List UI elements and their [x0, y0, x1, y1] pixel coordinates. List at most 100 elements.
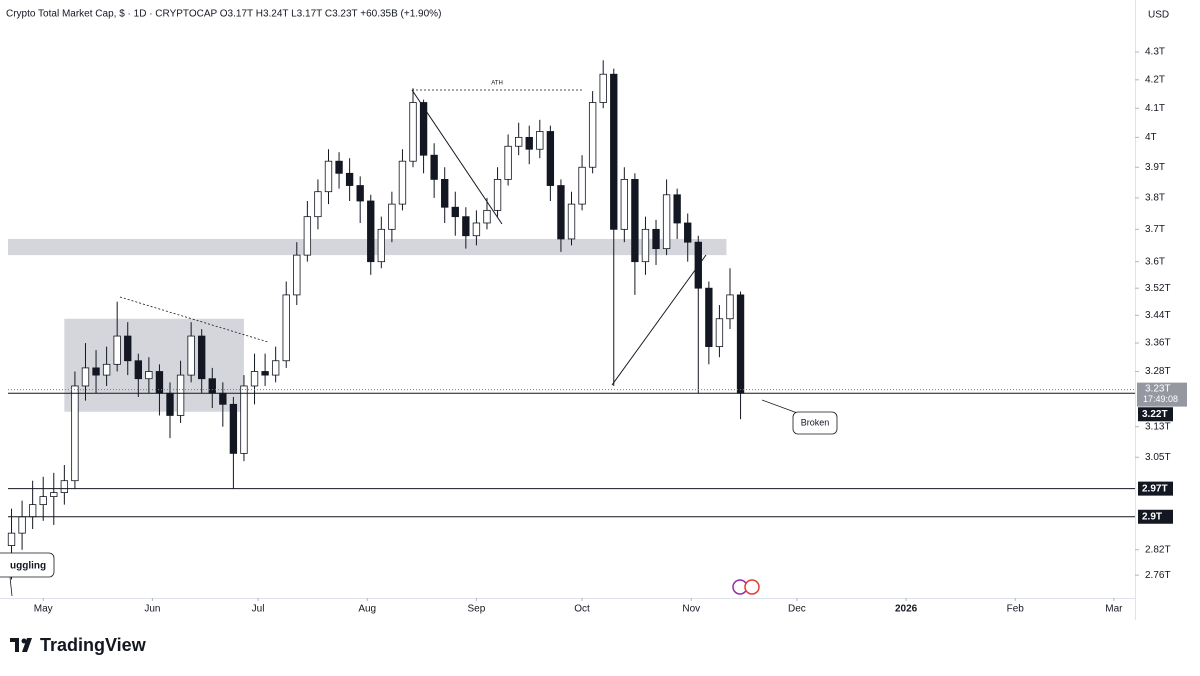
trend-line	[411, 89, 503, 225]
annotation: uggling	[10, 561, 46, 572]
candle-body	[525, 136, 533, 150]
candle-body	[388, 203, 396, 230]
trend-line	[611, 254, 707, 386]
candle-body	[7, 532, 16, 546]
candle-body	[28, 504, 37, 518]
candle-body	[409, 102, 417, 162]
candle-body	[219, 392, 227, 405]
candle-body	[240, 385, 248, 454]
level-label: 2.97T	[1142, 483, 1168, 494]
candle-body	[145, 371, 153, 380]
candle-body	[631, 179, 639, 263]
candle-body	[504, 145, 512, 180]
candle-body	[324, 160, 333, 193]
candle-body	[483, 209, 491, 224]
x-tick-label: Oct	[574, 604, 590, 615]
candle-body	[102, 363, 111, 376]
candle-body	[377, 228, 385, 263]
y-tick-label: 3.8T	[1145, 193, 1165, 204]
y-tick-label: 3.36T	[1145, 338, 1171, 349]
annotation: ATH	[491, 81, 503, 87]
candle-body	[726, 294, 734, 320]
candle-body	[293, 254, 301, 296]
candles	[7, 60, 745, 580]
y-tick-label: 3.6T	[1145, 256, 1165, 267]
callout-pointer	[761, 399, 801, 415]
candle-body	[250, 371, 259, 387]
candle-body	[652, 228, 660, 250]
candle-body	[662, 194, 671, 250]
callout-box	[0, 552, 55, 578]
candle-body	[715, 318, 724, 347]
candle-body	[345, 172, 354, 186]
level-box	[1138, 481, 1173, 496]
candle-body	[208, 378, 216, 394]
candle-body	[356, 185, 364, 202]
y-tick-label: 3.9T	[1145, 162, 1165, 173]
annotation: Broken	[801, 417, 830, 427]
candle-body	[39, 496, 47, 506]
candle-body	[641, 228, 650, 263]
x-tick-label: Sep	[468, 604, 486, 615]
y-tick-label: 4.3T	[1145, 47, 1165, 58]
y-tick-label: 3.05T	[1145, 452, 1171, 463]
y-tick-label: 3.28T	[1145, 366, 1171, 377]
candle-body	[610, 73, 618, 230]
candle-body	[451, 206, 459, 218]
candle-body	[187, 335, 195, 376]
candle-body	[462, 216, 470, 237]
brand-logo: TradingView	[10, 635, 147, 655]
candle-body	[599, 73, 607, 103]
candle-body	[441, 179, 449, 208]
candle-body	[557, 185, 565, 240]
y-tick-label: 4.1T	[1145, 103, 1165, 114]
x-tick-label: Feb	[1007, 604, 1025, 615]
candle-body	[673, 194, 681, 224]
y-tick-label: 3.44T	[1145, 310, 1171, 321]
level-box	[1138, 407, 1173, 422]
candle-body	[303, 216, 312, 256]
candle-body	[567, 203, 576, 240]
candle-body	[536, 131, 544, 150]
last-price-box	[1137, 382, 1187, 407]
candle-body	[229, 403, 238, 454]
y-tick-label: 3.7T	[1145, 224, 1165, 235]
level-label: 3.22T	[1142, 409, 1168, 420]
candle-body	[472, 222, 481, 237]
currency: USD	[1148, 10, 1169, 21]
candle-body	[620, 179, 629, 230]
candle-body	[60, 480, 69, 493]
last-price-label: 3.23T	[1145, 383, 1171, 394]
candle-body	[684, 222, 692, 243]
candle-body	[736, 294, 745, 394]
callout-pointer	[9, 576, 13, 597]
candle-body	[134, 360, 142, 380]
x-tick-label: Nov	[682, 604, 700, 615]
logo-shape	[15, 638, 19, 652]
candle-body	[705, 287, 713, 347]
candle-body	[314, 191, 322, 218]
candle-body	[271, 360, 280, 376]
candle-body	[282, 294, 290, 362]
candle-body	[546, 131, 555, 186]
y-tick-label: 2.76T	[1145, 570, 1171, 581]
drawings: ATH Broken uggling	[0, 81, 838, 597]
y-tick-label: 3.52T	[1145, 283, 1171, 294]
candle-body	[493, 179, 502, 211]
y-tick-label: 4.2T	[1145, 74, 1165, 85]
x-tick-label: Mar	[1105, 604, 1123, 615]
logo-shape	[22, 638, 32, 652]
candle-body	[113, 335, 121, 365]
callout-box	[792, 411, 838, 435]
logo-shape	[10, 638, 19, 642]
candle-body	[367, 200, 375, 263]
x-tick-label: Jun	[144, 604, 160, 615]
candle-body	[588, 102, 597, 168]
y-tick-label: 3.13T	[1145, 421, 1171, 432]
countdown: 17:49:08	[1143, 394, 1178, 404]
candle-body	[92, 367, 100, 376]
x-tick-label: Jul	[252, 604, 265, 615]
